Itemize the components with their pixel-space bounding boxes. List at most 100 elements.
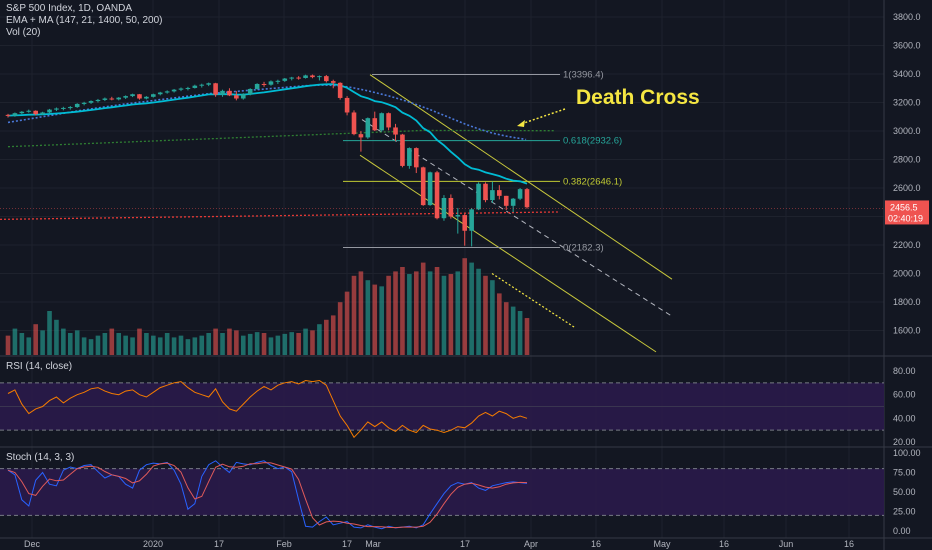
volume-bar <box>247 333 253 355</box>
candle-body <box>33 110 38 115</box>
stoch-legend[interactable]: Stoch (14, 3, 3) <box>6 452 75 463</box>
volume-bar <box>220 333 225 355</box>
death-cross-annotation: Death Cross <box>517 86 700 127</box>
candle-body <box>61 107 66 109</box>
price-badge-countdown: 02:40:19 <box>888 213 923 223</box>
rsi-legend[interactable]: RSI (14, close) <box>6 361 73 372</box>
volume-bar <box>40 330 45 355</box>
price-tick-label: 2800.0 <box>893 155 921 165</box>
rsi-tick-label: 60.00 <box>893 390 916 400</box>
candle-body <box>400 134 405 166</box>
candle-body <box>303 75 308 78</box>
volume-bar <box>483 275 488 355</box>
time-tick-label: 16 <box>719 539 729 549</box>
candle-body <box>199 84 205 86</box>
volume-label[interactable]: Vol (20) <box>6 27 41 38</box>
volume-bar <box>5 335 11 355</box>
candle-body <box>81 102 87 104</box>
candle-body <box>192 85 198 88</box>
candle-body <box>130 94 135 97</box>
candle-body <box>490 190 495 201</box>
stoch-tick-label: 25.00 <box>893 507 916 517</box>
volume-bar <box>164 333 170 355</box>
candle-body <box>54 108 59 110</box>
moving-averages <box>0 83 561 220</box>
volume-bar <box>240 335 246 355</box>
volume-bar <box>88 339 94 355</box>
price-tick-label: 2200.0 <box>893 240 921 250</box>
arrow-head <box>517 120 525 127</box>
volume-bar <box>19 333 25 355</box>
volume-bar <box>324 319 329 355</box>
candle-body <box>379 113 384 131</box>
rsi-line <box>7 379 528 439</box>
candle-body <box>26 110 32 112</box>
volume-bar <box>289 332 295 355</box>
time-tick-label: 2020 <box>143 539 163 549</box>
candle-body <box>220 90 225 95</box>
volume-bar <box>234 330 239 355</box>
volume-bar <box>510 306 516 355</box>
rsi-tick-label: 40.00 <box>893 413 916 423</box>
candle-body <box>123 96 128 98</box>
volume-bar <box>185 339 191 355</box>
symbol-label[interactable]: S&P 500 Index, 1D, OANDA <box>6 3 132 14</box>
candle-body <box>476 183 481 210</box>
volume-bar <box>517 311 523 355</box>
volume-bar <box>137 328 142 355</box>
candle-body <box>185 87 191 89</box>
time-tick-label: 17 <box>214 539 224 549</box>
volume-bar <box>310 330 315 355</box>
volume-bar <box>268 337 274 355</box>
volume-bar <box>358 271 364 355</box>
stoch-tick-label: 100.00 <box>893 448 921 458</box>
candle-body <box>510 198 516 206</box>
candle-body <box>427 172 433 206</box>
volume-bar <box>296 333 301 355</box>
fib-label: 0(2182.3) <box>563 243 604 254</box>
volume-bar <box>434 267 440 355</box>
candle-body <box>441 197 447 219</box>
time-tick-label: Mar <box>365 539 381 549</box>
stoch-panel[interactable] <box>0 460 884 530</box>
volume-bar <box>455 271 461 355</box>
candle-body <box>372 118 378 131</box>
candle-body <box>330 81 336 83</box>
volume-bar <box>393 271 398 355</box>
candle-body <box>19 111 25 114</box>
volume-bar <box>303 328 308 355</box>
candlesticks[interactable] <box>5 74 530 247</box>
volume-bar <box>178 335 184 355</box>
indicator-label[interactable]: EMA + MA (147, 21, 1400, 50, 200) <box>6 15 163 26</box>
volume-bar <box>344 291 350 355</box>
candle-body <box>344 97 350 113</box>
volume-bar <box>33 324 38 355</box>
candle-body <box>74 103 80 108</box>
candle-body <box>351 112 357 135</box>
candle-body <box>268 81 274 85</box>
fib-levels: 1(3396.4) 0.618(2932.6) 0.382(2646.1) 0(218… <box>343 70 622 254</box>
candle-body <box>386 113 391 128</box>
ema-line <box>7 83 528 185</box>
candle-body <box>67 107 73 109</box>
price-badge <box>885 200 929 225</box>
time-tick-label: May <box>653 539 671 549</box>
rsi-panel[interactable] <box>0 379 884 439</box>
candle-body <box>171 89 177 92</box>
candle-body <box>413 148 419 168</box>
volume-bar <box>102 333 108 355</box>
volume-bar <box>337 302 343 355</box>
volume-bar <box>261 333 267 355</box>
candle-body <box>102 98 108 100</box>
volume-arrow <box>491 272 576 329</box>
candle-body <box>524 189 530 208</box>
channel-lower-line <box>359 154 657 353</box>
price-tick-label: 3400.0 <box>893 69 921 79</box>
chart-legend: S&P 500 Index, 1D, OANDA EMA + MA (147, … <box>6 3 163 39</box>
ma-blue-line <box>7 84 527 141</box>
volume-bar <box>462 258 468 355</box>
candle-body <box>254 83 260 89</box>
candle-body <box>164 91 170 93</box>
